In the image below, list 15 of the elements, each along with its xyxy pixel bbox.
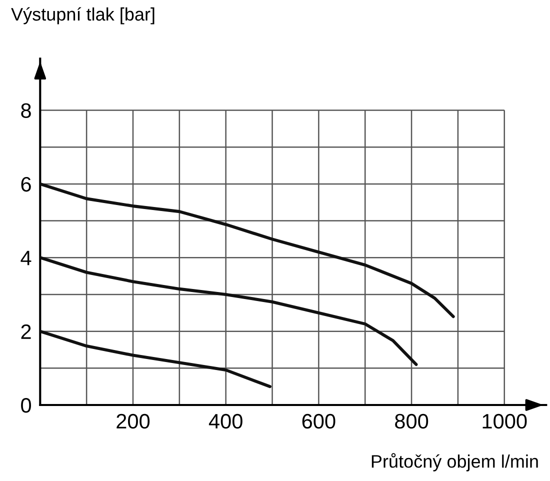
y-tick-label: 4 (20, 250, 32, 266)
line-series (40, 182, 455, 318)
x-tick-label: 1000 (482, 414, 527, 429)
x-tick-label: 800 (395, 414, 428, 429)
x-tick-label: 600 (302, 414, 336, 429)
x-axis-title: Průtočný objem l/min (372, 453, 538, 472)
line-series (40, 256, 418, 366)
y-tick-label: 0 (21, 398, 32, 413)
line-series (40, 330, 272, 388)
x-tick-label: 200 (116, 414, 150, 429)
x-tick-label: 400 (208, 414, 242, 429)
y-axis-title: Výstupní tlak [bar] (11, 7, 154, 24)
y-tick-label: 6 (21, 176, 31, 192)
y-tick-label: 8 (21, 103, 31, 118)
y-tick-label: 2 (21, 324, 31, 339)
